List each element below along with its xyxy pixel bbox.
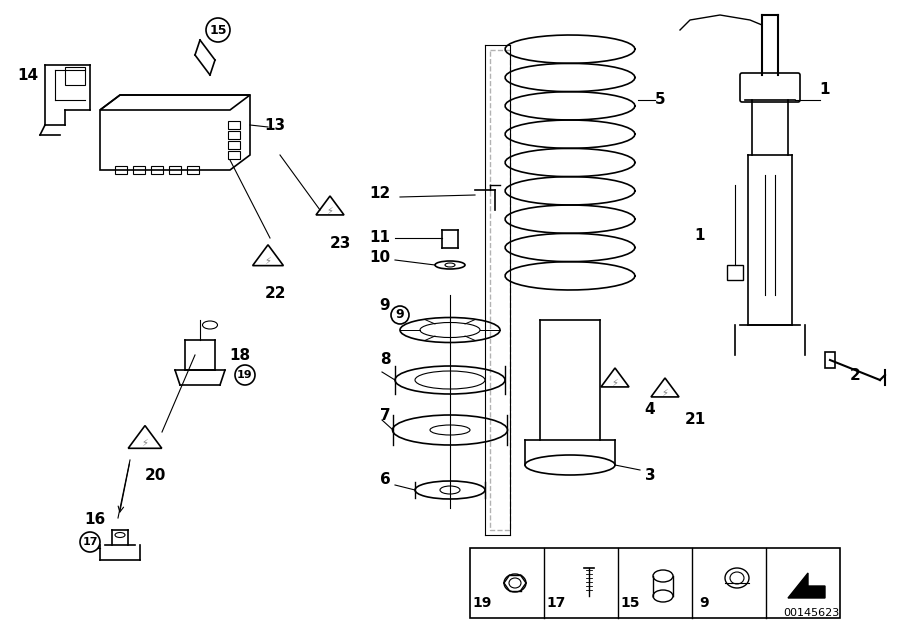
Text: 5: 5 <box>654 92 665 107</box>
Text: ⚡: ⚡ <box>265 256 272 266</box>
Text: 4: 4 <box>644 403 655 417</box>
Circle shape <box>235 365 255 385</box>
Text: 17: 17 <box>82 537 98 547</box>
Text: 9: 9 <box>380 298 391 312</box>
Bar <box>228 141 240 149</box>
Text: ⚡: ⚡ <box>662 388 669 398</box>
Circle shape <box>206 18 230 42</box>
Text: 1: 1 <box>695 228 706 242</box>
Bar <box>133 166 145 174</box>
Bar <box>727 265 743 280</box>
Text: 10: 10 <box>369 251 391 265</box>
Text: 15: 15 <box>209 24 227 36</box>
Text: 17: 17 <box>546 596 566 610</box>
Text: 8: 8 <box>380 352 391 368</box>
Text: 15: 15 <box>620 596 640 610</box>
Text: 6: 6 <box>380 473 391 488</box>
Text: 18: 18 <box>230 347 250 363</box>
Text: 21: 21 <box>684 413 706 427</box>
Text: 9: 9 <box>396 308 404 322</box>
Text: 22: 22 <box>265 286 286 300</box>
Text: 23: 23 <box>329 235 351 251</box>
Text: 1: 1 <box>820 83 830 97</box>
Text: 13: 13 <box>265 118 285 132</box>
Text: 9: 9 <box>699 596 709 610</box>
Text: 14: 14 <box>17 67 39 83</box>
Bar <box>115 166 127 174</box>
Text: ⚡: ⚡ <box>327 206 333 216</box>
Bar <box>187 166 199 174</box>
Text: 12: 12 <box>369 186 391 200</box>
Text: ⚡: ⚡ <box>612 378 618 388</box>
Bar <box>825 352 835 368</box>
Text: 00145623: 00145623 <box>784 608 840 618</box>
Text: 19: 19 <box>472 596 491 610</box>
Text: 20: 20 <box>144 467 166 483</box>
Polygon shape <box>788 573 825 598</box>
Bar <box>151 166 163 174</box>
Bar <box>65 67 85 85</box>
Text: 3: 3 <box>644 467 655 483</box>
Text: 2: 2 <box>850 368 860 382</box>
Bar <box>228 151 240 159</box>
Text: 11: 11 <box>370 230 391 245</box>
Bar <box>228 131 240 139</box>
Bar <box>169 166 181 174</box>
Bar <box>228 121 240 129</box>
Text: 7: 7 <box>380 408 391 422</box>
Text: 19: 19 <box>238 370 253 380</box>
Text: 16: 16 <box>85 513 105 527</box>
Circle shape <box>391 306 409 324</box>
Circle shape <box>80 532 100 552</box>
Text: ⚡: ⚡ <box>141 438 149 448</box>
Bar <box>470 548 840 618</box>
